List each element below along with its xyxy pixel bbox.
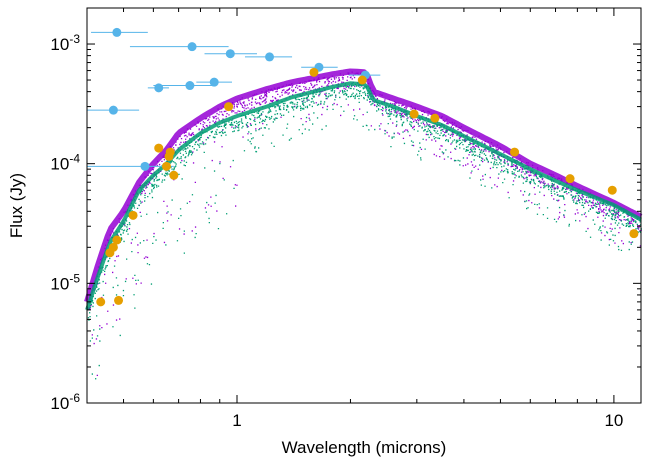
blue-point-1 <box>112 27 122 37</box>
orange-point-17 <box>510 147 520 157</box>
orange-point-8 <box>161 161 171 171</box>
x-axis-label: Wavelength (microns) <box>282 438 447 457</box>
orange-point-1 <box>96 297 106 307</box>
x-tick-labels: 1 10 <box>232 411 623 430</box>
blue-point-9 <box>154 83 164 93</box>
orange-point-6 <box>128 210 138 220</box>
orange-point-16 <box>430 113 440 123</box>
x-tick-label: 1 <box>232 411 241 430</box>
y-tick-labels: 10-3 10-4 10-5 10-6 <box>50 32 80 413</box>
orange-point-14 <box>357 75 367 85</box>
blue-point-8 <box>185 81 195 91</box>
blue-point-10 <box>108 105 118 115</box>
orange-point-15 <box>409 109 419 119</box>
y-tick-label: 10-5 <box>50 271 80 293</box>
y-tick-label: 10-3 <box>50 32 80 54</box>
blue-point-2 <box>187 42 197 52</box>
blue-point-11 <box>140 161 150 171</box>
orange-point-20 <box>629 229 639 239</box>
orange-point-7 <box>154 143 164 153</box>
blue-point-7 <box>209 77 219 87</box>
orange-point-11 <box>169 170 179 180</box>
blue-point-4 <box>265 52 275 62</box>
y-tick-label: 10-6 <box>50 391 80 413</box>
orange-point-12 <box>224 102 234 112</box>
photometry-points-layer <box>96 27 639 307</box>
orange-point-19 <box>607 185 617 195</box>
orange-point-10 <box>165 147 175 157</box>
orange-point-13 <box>309 67 319 77</box>
orange-point-18 <box>565 174 575 184</box>
x-tick-label: 10 <box>604 411 623 430</box>
orange-point-4 <box>112 235 122 245</box>
blue-point-3 <box>225 49 235 59</box>
y-tick-label: 10-4 <box>50 152 80 174</box>
plot-frame <box>86 7 642 404</box>
y-axis-label: Flux (Jy) <box>7 173 26 238</box>
axis-ticks <box>86 7 641 404</box>
orange-point-3 <box>108 242 118 252</box>
orange-point-5 <box>114 295 124 305</box>
